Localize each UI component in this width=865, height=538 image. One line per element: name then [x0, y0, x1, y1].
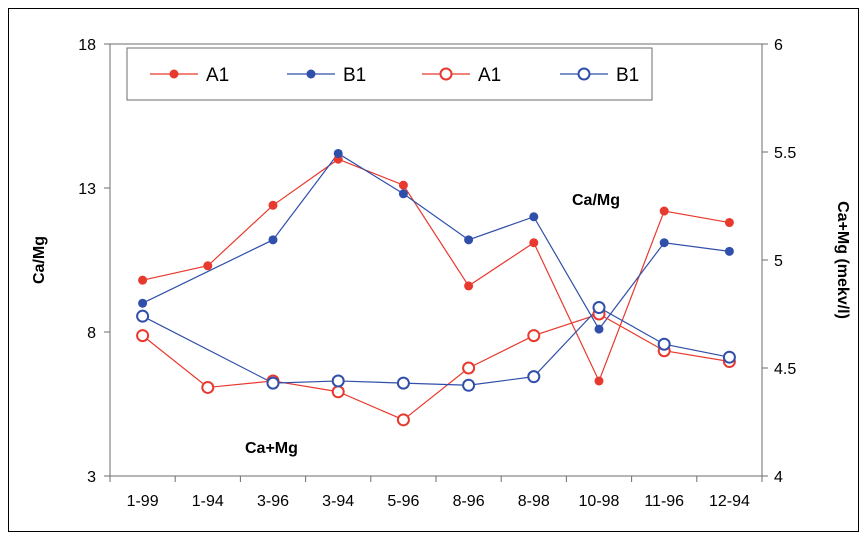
- data-point-open: [331, 374, 345, 388]
- data-point-filled: [724, 218, 734, 228]
- data-point-filled: [464, 281, 474, 291]
- x-tick-label: 8-98: [518, 493, 550, 510]
- data-point-open: [136, 329, 150, 343]
- data-point-open: [462, 378, 476, 392]
- x-tick-label: 1-99: [127, 493, 159, 510]
- data-point-filled: [594, 324, 604, 334]
- x-tick-label: 5-96: [387, 493, 419, 510]
- y-axis-left-label: Ca/Mg: [31, 236, 48, 284]
- data-point-open: [592, 301, 606, 315]
- y-right-tick-label: 4: [774, 469, 783, 486]
- legend-label: A1: [206, 65, 229, 86]
- annotation-ca-mg-ratio: Ca/Mg: [572, 192, 620, 209]
- y-right-tick-label: 5: [774, 253, 783, 270]
- legend-marker-open: [577, 67, 591, 81]
- series-line-2: [142, 313, 730, 421]
- data-point-open: [396, 413, 410, 427]
- y-right-tick-label: 6: [774, 37, 783, 54]
- legend-label: B1: [616, 65, 639, 86]
- y-axis-right-label: Ca+Mg (mekv/l): [834, 201, 851, 319]
- y-right-tick-label: 4.5: [774, 361, 796, 378]
- data-point-filled: [333, 148, 343, 158]
- legend-marker-filled: [306, 69, 316, 79]
- y-left-tick-label: 18: [78, 37, 96, 54]
- data-point-open: [201, 380, 215, 394]
- data-point-filled: [398, 189, 408, 199]
- series-markers: [136, 148, 736, 427]
- data-point-open: [462, 361, 476, 375]
- data-point-open: [266, 376, 280, 390]
- series-line-0: [142, 158, 730, 383]
- data-point-open: [396, 376, 410, 390]
- legend-label: A1: [478, 65, 501, 86]
- data-point-filled: [529, 212, 539, 222]
- x-tick-label: 8-96: [453, 493, 485, 510]
- data-point-open: [722, 350, 736, 364]
- data-point-filled: [529, 238, 539, 248]
- legend: A1 B1 A1 B1: [126, 47, 653, 101]
- data-point-filled: [203, 261, 213, 271]
- annotation-ca-plus-mg: Ca+Mg: [245, 440, 298, 457]
- x-tick-label: 11-96: [644, 493, 684, 510]
- legend-marker-filled: [169, 69, 179, 79]
- data-point-filled: [659, 206, 669, 216]
- data-point-filled: [659, 238, 669, 248]
- x-tick-label: 3-96: [257, 493, 289, 510]
- plot-area: [109, 43, 763, 477]
- x-tick-label: 3-94: [322, 493, 354, 510]
- legend-label: B1: [343, 65, 366, 86]
- data-point-open: [527, 329, 541, 343]
- y-left-tick-label: 8: [87, 325, 96, 342]
- data-point-filled: [138, 275, 148, 285]
- x-tick-label: 1-94: [192, 493, 224, 510]
- data-point-open: [331, 385, 345, 399]
- data-point-open: [527, 370, 541, 384]
- x-tick-label: 10-98: [579, 493, 620, 510]
- data-point-filled: [724, 246, 734, 256]
- legend-marker-open: [439, 67, 453, 81]
- y-right-tick-label: 5.5: [774, 145, 796, 162]
- data-point-filled: [138, 298, 148, 308]
- data-point-open: [136, 309, 150, 323]
- data-point-filled: [594, 376, 604, 386]
- data-point-filled: [268, 200, 278, 210]
- data-point-filled: [268, 235, 278, 245]
- data-point-filled: [464, 235, 474, 245]
- data-point-open: [657, 337, 671, 351]
- y-left-tick-label: 3: [87, 469, 96, 486]
- axes: 1-99 1-94 3-96 3-94 5-96 8-96 8-98 10-98 11-96 12…: [78, 37, 796, 510]
- data-point-filled: [398, 180, 408, 190]
- x-tick-label: 12-94: [709, 493, 750, 510]
- y-left-tick-label: 13: [78, 181, 96, 198]
